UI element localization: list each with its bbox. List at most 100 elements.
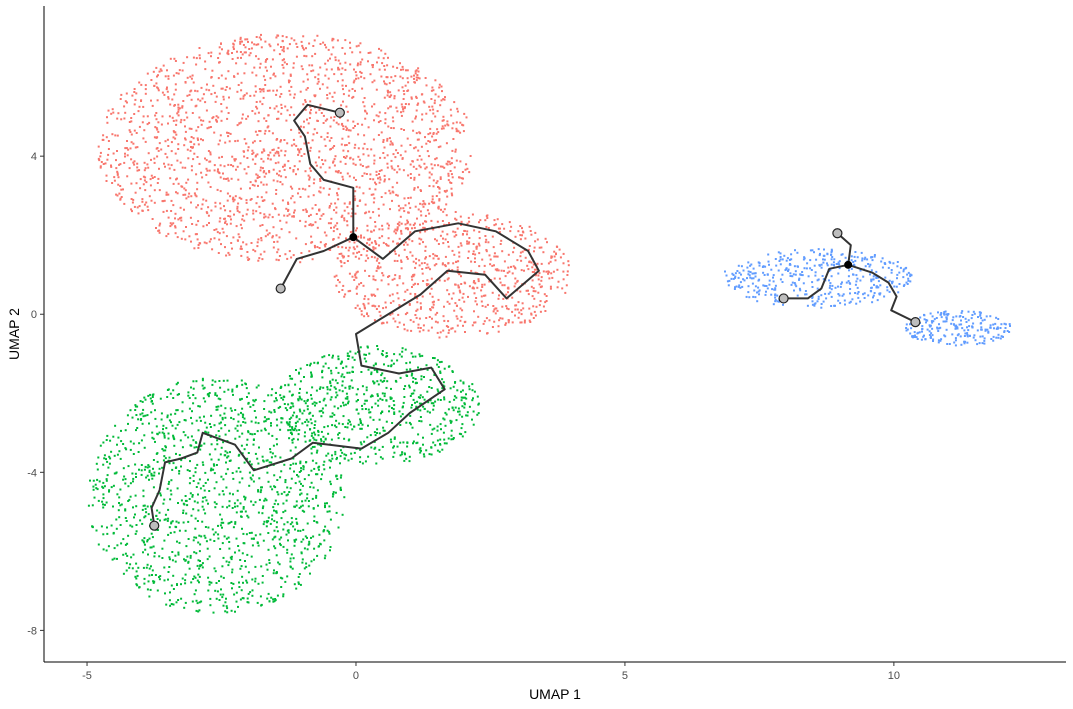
cell-point (873, 283, 875, 286)
cell-point (212, 611, 215, 614)
cell-point (857, 291, 860, 293)
cell-point (313, 445, 316, 448)
cell-point (377, 56, 380, 59)
cell-point (343, 156, 345, 158)
cell-point (344, 68, 347, 71)
cell-point (334, 450, 337, 453)
cell-point (210, 93, 213, 96)
cell-point (256, 177, 259, 179)
cell-point (235, 385, 238, 388)
cell-point (486, 332, 489, 335)
cell-point (143, 577, 146, 580)
cell-point (304, 108, 307, 111)
cell-point (844, 303, 846, 306)
cell-point (153, 189, 156, 192)
cell-point (219, 414, 222, 417)
cell-point (346, 352, 349, 355)
cell-point (360, 313, 363, 316)
cell-point (375, 88, 378, 91)
cell-point (374, 247, 377, 250)
cell-point (512, 251, 515, 254)
cell-point (424, 136, 426, 139)
cell-point (246, 208, 249, 211)
cell-point (184, 81, 187, 83)
cell-point (331, 454, 333, 457)
cell-point (152, 581, 155, 584)
cell-point (278, 538, 281, 541)
cell-point (253, 433, 256, 435)
cell-point (400, 453, 403, 456)
cell-point (190, 581, 193, 584)
cell-point (439, 423, 442, 426)
cell-point (429, 411, 431, 414)
cell-point (171, 468, 174, 471)
cell-point (143, 582, 146, 585)
cell-point (195, 129, 198, 132)
cell-point (408, 455, 411, 458)
cell-point (172, 136, 175, 139)
cell-point (222, 231, 225, 234)
cell-point (331, 457, 334, 460)
cell-point (310, 452, 313, 455)
cell-point (337, 371, 340, 374)
cell-point (421, 268, 424, 270)
cell-point (392, 300, 395, 303)
cell-point (111, 182, 114, 184)
cell-point (293, 165, 296, 168)
cell-point (276, 424, 279, 427)
cell-point (289, 73, 292, 76)
cell-point (255, 55, 257, 58)
cell-point (240, 89, 243, 92)
cell-point (124, 478, 127, 481)
cell-point (202, 198, 205, 201)
cell-point (95, 529, 98, 532)
cell-point (419, 409, 422, 412)
cell-point (161, 91, 164, 94)
cell-point (227, 163, 230, 166)
cell-point (151, 436, 154, 439)
cell-point (826, 262, 828, 265)
cell-point (176, 393, 179, 396)
cell-point (175, 72, 178, 75)
cell-point (242, 597, 245, 600)
cell-point (101, 485, 104, 488)
cell-point (902, 276, 905, 279)
cell-point (148, 595, 151, 598)
cell-point (552, 270, 555, 273)
cell-point (531, 279, 534, 282)
cell-point (433, 374, 436, 376)
cell-point (282, 72, 285, 75)
cell-point (244, 560, 246, 562)
cell-point (381, 272, 384, 275)
cell-point (412, 129, 415, 132)
cell-point (297, 582, 300, 585)
cell-point (220, 521, 223, 524)
cell-point (779, 256, 782, 258)
cell-point (442, 242, 445, 245)
cell-point (196, 181, 199, 184)
cell-point (284, 105, 287, 108)
cell-point (362, 284, 365, 287)
cell-point (473, 292, 476, 295)
cell-point (217, 116, 220, 119)
cell-point (386, 94, 389, 97)
cell-point (156, 529, 159, 531)
cell-point (129, 409, 132, 412)
cell-point (280, 112, 283, 115)
cell-point (184, 499, 187, 502)
cell-point (451, 127, 454, 130)
cell-point (855, 274, 858, 277)
cell-point (184, 137, 186, 140)
cell-point (447, 241, 449, 243)
cell-point (147, 152, 150, 155)
cell-point (102, 463, 105, 466)
cell-point (341, 390, 344, 393)
cell-point (468, 388, 471, 391)
cell-point (295, 504, 298, 507)
cell-point (422, 205, 425, 208)
cell-point (357, 235, 360, 238)
cell-point (425, 166, 428, 169)
cell-point (267, 532, 270, 534)
cell-point (385, 386, 388, 389)
cell-point (461, 296, 464, 299)
